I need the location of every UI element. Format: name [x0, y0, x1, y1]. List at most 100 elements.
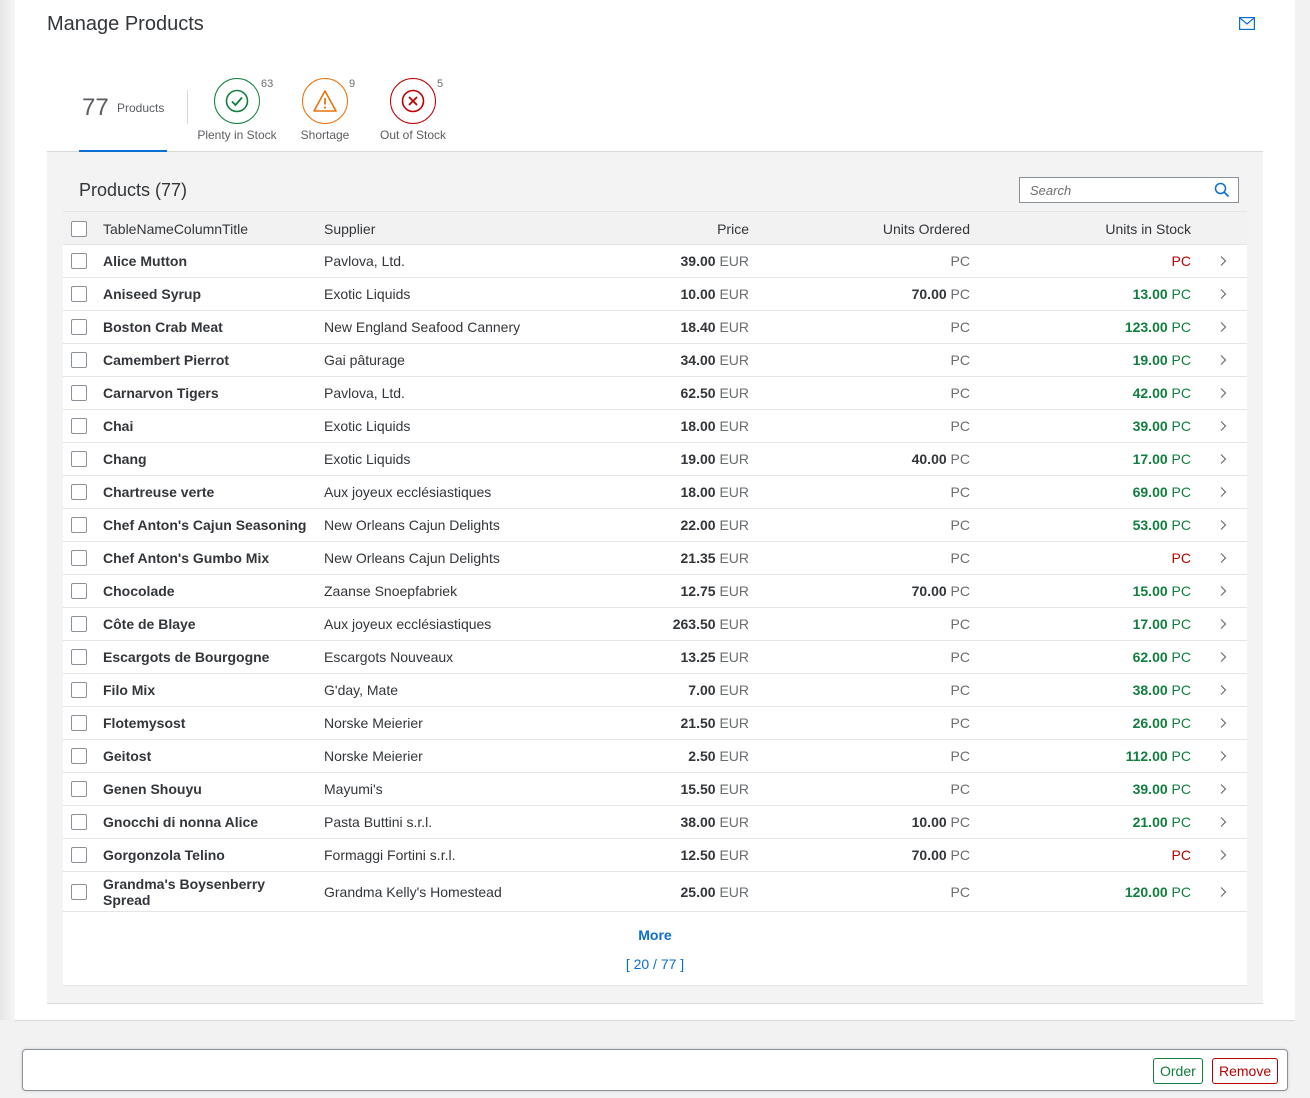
chevron-right-icon[interactable] — [1218, 486, 1228, 498]
product-name: Alice Mutton — [103, 253, 313, 269]
column-header-units-in-stock[interactable]: Units in Stock — [1105, 221, 1191, 237]
table-row[interactable]: Camembert Pierrot Gai pâturage 34.00 EUR P… — [63, 344, 1247, 377]
supplier-cell: Norske Meierier — [324, 748, 423, 764]
product-name-text: Chef Anton's Cajun Seasoning — [103, 517, 307, 533]
units-ordered-cell: PC — [820, 550, 970, 566]
price-value: 2.50 — [688, 748, 716, 764]
product-name: Aniseed Syrup — [103, 286, 313, 302]
chevron-right-icon[interactable] — [1218, 618, 1228, 630]
table-row[interactable]: Grandma's Boysenberry Spread Grandma Kell… — [63, 872, 1247, 912]
table-row[interactable]: Flotemysost Norske Meierier 21.50 EUR PC 26… — [63, 707, 1247, 740]
column-header-name[interactable]: TableNameColumnTitle — [103, 221, 248, 237]
row-checkbox[interactable] — [71, 814, 87, 830]
row-checkbox[interactable] — [71, 682, 87, 698]
price-cell: 25.00 EUR — [599, 884, 750, 900]
chevron-right-icon[interactable] — [1218, 519, 1228, 531]
row-checkbox[interactable] — [71, 319, 87, 335]
table-row[interactable]: Filo Mix G'day, Mate 7.00 EUR PC 38.00 PC — [63, 674, 1247, 707]
table-row[interactable]: Chai Exotic Liquids 18.00 EUR PC 39.00 PC — [63, 410, 1247, 443]
row-checkbox[interactable] — [71, 484, 87, 500]
tab-shortage[interactable]: 9 Shortage — [285, 78, 365, 148]
table-row[interactable]: Genen Shouyu Mayumi's 15.50 EUR PC 39.00 PC — [63, 773, 1247, 806]
price-cell: 18.40 EUR — [599, 319, 750, 335]
units-ordered-unit: PC — [950, 484, 970, 500]
tab-all-products[interactable]: 77 Products — [79, 70, 167, 153]
chevron-right-icon[interactable] — [1218, 684, 1228, 696]
table-row[interactable]: Gorgonzola Telino Formaggi Fortini s.r.l.… — [63, 839, 1247, 872]
table-row[interactable]: Aniseed Syrup Exotic Liquids 10.00 EUR 70.0… — [63, 278, 1247, 311]
row-checkbox[interactable] — [71, 748, 87, 764]
chevron-right-icon[interactable] — [1218, 816, 1228, 828]
row-checkbox[interactable] — [71, 385, 87, 401]
column-header-supplier[interactable]: Supplier — [324, 221, 376, 237]
chevron-right-icon[interactable] — [1218, 420, 1228, 432]
price-value: 38.00 — [680, 814, 716, 830]
product-name-text: Chocolade — [103, 583, 175, 599]
row-checkbox[interactable] — [71, 649, 87, 665]
units-ordered-cell: PC — [820, 781, 970, 797]
chevron-right-icon[interactable] — [1218, 453, 1228, 465]
table-row[interactable]: Gnocchi di nonna Alice Pasta Buttini s.r.… — [63, 806, 1247, 839]
chevron-right-icon[interactable] — [1218, 717, 1228, 729]
price-cell: 21.35 EUR — [599, 550, 750, 566]
table-row[interactable]: Geitost Norske Meierier 2.50 EUR PC 112.00 … — [63, 740, 1247, 773]
order-button[interactable]: Order — [1153, 1058, 1203, 1084]
product-name-text: Chartreuse verte — [103, 484, 215, 500]
search-icon[interactable] — [1214, 182, 1230, 198]
chevron-right-icon[interactable] — [1218, 552, 1228, 564]
column-header-price[interactable]: Price — [717, 221, 749, 237]
table-row[interactable]: Chocolade Zaanse Snoepfabriek 12.75 EUR 70.… — [63, 575, 1247, 608]
price-unit: EUR — [719, 385, 749, 401]
more-trigger[interactable]: More [ 20 / 77 ] — [63, 912, 1247, 986]
row-checkbox[interactable] — [71, 550, 87, 566]
row-checkbox[interactable] — [71, 451, 87, 467]
chevron-right-icon[interactable] — [1218, 354, 1228, 366]
table-row[interactable]: Boston Crab Meat New England Seafood Cann… — [63, 311, 1247, 344]
remove-button[interactable]: Remove — [1212, 1058, 1279, 1084]
row-checkbox[interactable] — [71, 253, 87, 269]
row-checkbox[interactable] — [71, 418, 87, 434]
chevron-right-icon[interactable] — [1218, 255, 1228, 267]
product-name: Camembert Pierrot — [103, 352, 313, 368]
chevron-right-icon[interactable] — [1218, 783, 1228, 795]
row-checkbox[interactable] — [71, 715, 87, 731]
mail-icon[interactable] — [1239, 17, 1255, 30]
chevron-right-icon[interactable] — [1218, 288, 1228, 300]
chevron-right-icon[interactable] — [1218, 387, 1228, 399]
price-value: 21.35 — [680, 550, 716, 566]
table-row[interactable]: Chef Anton's Gumbo Mix New Orleans Cajun … — [63, 542, 1247, 575]
chevron-right-icon[interactable] — [1218, 585, 1228, 597]
row-checkbox[interactable] — [71, 616, 87, 632]
row-checkbox[interactable] — [71, 781, 87, 797]
table-row[interactable]: Escargots de Bourgogne Escargots Nouveaux… — [63, 641, 1247, 674]
chevron-right-icon[interactable] — [1218, 849, 1228, 861]
price-value: 19.00 — [680, 451, 716, 467]
table-row[interactable]: Carnarvon Tigers Pavlova, Ltd. 62.50 EUR P… — [63, 377, 1247, 410]
search-input[interactable] — [1020, 178, 1210, 202]
units-ordered-cell: 70.00 PC — [820, 847, 970, 863]
price-cell: 39.00 EUR — [599, 253, 750, 269]
table-row[interactable]: Chang Exotic Liquids 19.00 EUR 40.00 PC 17.0… — [63, 443, 1247, 476]
table-row[interactable]: Côte de Blaye Aux joyeux ecclésiastiques 2… — [63, 608, 1247, 641]
chevron-right-icon[interactable] — [1218, 321, 1228, 333]
row-checkbox[interactable] — [71, 517, 87, 533]
select-all-checkbox[interactable] — [71, 221, 87, 237]
row-checkbox[interactable] — [71, 583, 87, 599]
row-checkbox[interactable] — [71, 884, 87, 900]
price-value: 34.00 — [680, 352, 716, 368]
table-header: TableNameColumnTitle Supplier Price Unit… — [63, 211, 1247, 245]
chevron-right-icon[interactable] — [1218, 651, 1228, 663]
table-row[interactable]: Alice Mutton Pavlova, Ltd. 39.00 EUR PC PC — [63, 245, 1247, 278]
column-header-units-ordered[interactable]: Units Ordered — [882, 221, 970, 237]
chevron-right-icon[interactable] — [1218, 886, 1228, 898]
table-row[interactable]: Chef Anton's Cajun Seasoning New Orleans … — [63, 509, 1247, 542]
table-row[interactable]: Chartreuse verte Aux joyeux ecclésiastiqu… — [63, 476, 1247, 509]
tab-out-of-stock[interactable]: 5 Out of Stock — [373, 78, 453, 148]
row-checkbox[interactable] — [71, 286, 87, 302]
chevron-right-icon[interactable] — [1218, 750, 1228, 762]
units-in-stock-unit: PC — [1171, 319, 1191, 335]
supplier-cell: Pasta Buttini s.r.l. — [324, 814, 433, 830]
tab-plenty-in-stock[interactable]: 63 Plenty in Stock — [197, 78, 277, 148]
row-checkbox[interactable] — [71, 352, 87, 368]
row-checkbox[interactable] — [71, 847, 87, 863]
